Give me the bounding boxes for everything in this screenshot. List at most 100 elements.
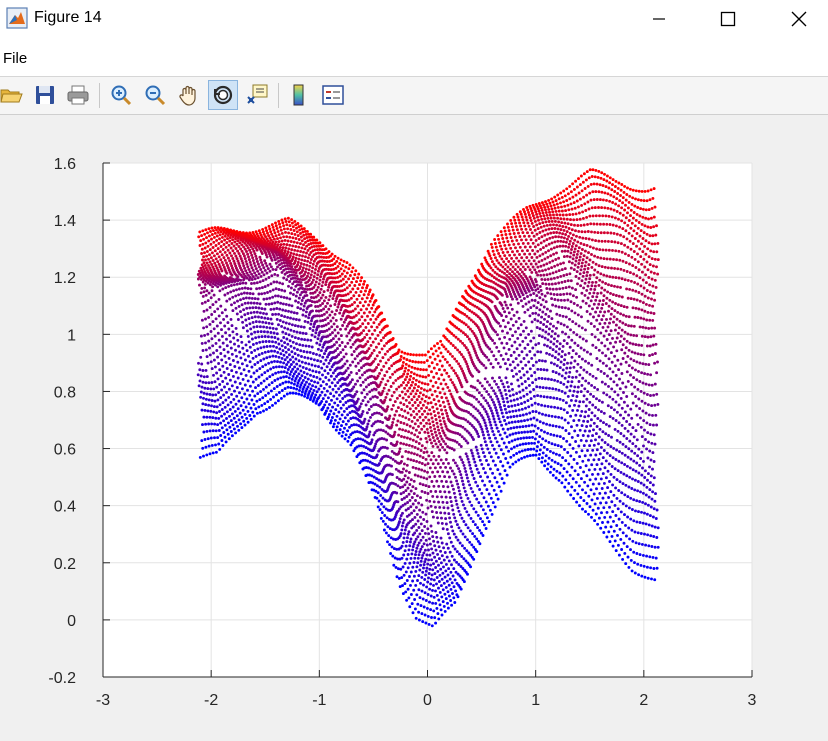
data-point [430, 624, 434, 628]
plot-canvas[interactable]: -3 -2 -1 0 1 2 3 -0.200.20.40.60.811.21.41.6 [0, 114, 828, 741]
data-point [214, 317, 218, 321]
rotate-3d-button[interactable] [208, 80, 238, 110]
data-point [481, 430, 485, 434]
data-point [307, 278, 311, 282]
data-point [630, 508, 634, 511]
close-button[interactable] [776, 0, 822, 38]
pan-button[interactable] [174, 80, 204, 110]
data-point [287, 303, 291, 307]
data-point [240, 387, 244, 391]
data-point [415, 459, 419, 463]
data-point [308, 389, 312, 393]
data-point [431, 444, 435, 448]
data-point [242, 277, 246, 280]
data-point [508, 327, 512, 331]
data-point [205, 392, 209, 396]
minimize-button[interactable] [636, 0, 682, 38]
data-point [647, 363, 651, 367]
data-point [400, 528, 404, 532]
data-point [576, 303, 579, 307]
data-point [402, 573, 406, 577]
colorbar-button[interactable] [284, 80, 314, 110]
data-point [449, 587, 453, 591]
data-point [585, 288, 589, 292]
data-point [302, 304, 306, 308]
data-point [399, 505, 403, 509]
print-button[interactable] [63, 80, 93, 110]
data-point [208, 353, 212, 357]
data-point [482, 396, 486, 400]
data-point [512, 415, 516, 418]
data-point [614, 549, 618, 553]
data-point [645, 554, 649, 558]
data-point [238, 282, 242, 286]
data-point [574, 288, 578, 292]
data-point [543, 257, 547, 261]
data-point [203, 270, 207, 274]
data-point [310, 319, 313, 323]
data-point [568, 370, 572, 374]
data-point [576, 385, 580, 389]
data-point [647, 495, 651, 499]
data-point [587, 414, 590, 418]
data-point [511, 409, 515, 413]
data-point [545, 273, 549, 277]
data-point [480, 413, 483, 417]
data-point [219, 434, 223, 437]
data-point [446, 606, 450, 610]
data-point [625, 464, 629, 468]
data-point [630, 487, 634, 490]
zoom-in-button[interactable] [106, 80, 136, 110]
data-point [296, 348, 299, 352]
data-point [306, 356, 310, 360]
legend-button[interactable] [318, 80, 348, 110]
data-point [286, 327, 290, 331]
data-point [221, 263, 225, 267]
data-point [563, 353, 567, 357]
open-button[interactable] [0, 80, 26, 110]
data-point [308, 276, 312, 280]
data-point [640, 510, 643, 514]
data-point [283, 387, 287, 391]
maximize-button[interactable] [705, 0, 751, 38]
data-point [241, 252, 245, 256]
data-point [533, 441, 536, 445]
data-point [354, 347, 358, 351]
data-point [557, 281, 561, 285]
data-point [322, 299, 326, 303]
data-point [202, 415, 206, 419]
data-point [254, 267, 258, 271]
data-point [206, 361, 210, 365]
data-point [580, 357, 584, 361]
data-point [443, 511, 447, 515]
data-point [553, 443, 557, 447]
data-point [608, 515, 612, 519]
data-point [419, 581, 422, 585]
data-point [228, 259, 232, 263]
data-point [233, 365, 237, 368]
data-point [263, 350, 267, 354]
data-point [440, 521, 444, 525]
data-point [519, 274, 523, 278]
data-point [498, 388, 502, 392]
menu-file[interactable]: File [3, 50, 28, 67]
data-point [202, 391, 206, 395]
data-point [395, 396, 399, 400]
data-point [452, 585, 456, 589]
data-point [474, 480, 478, 484]
data-cursor-button[interactable] [242, 80, 272, 110]
data-point [368, 460, 372, 464]
close-icon [791, 11, 807, 27]
data-point [579, 365, 583, 369]
data-point [577, 380, 581, 383]
data-point [381, 421, 385, 424]
data-point [423, 613, 427, 617]
zoom-out-button[interactable] [140, 80, 170, 110]
data-point [613, 467, 617, 471]
data-point [581, 258, 585, 262]
data-point [236, 259, 240, 263]
data-point [601, 472, 605, 476]
data-point [225, 428, 229, 432]
save-button[interactable] [30, 80, 60, 110]
data-point [575, 461, 579, 465]
